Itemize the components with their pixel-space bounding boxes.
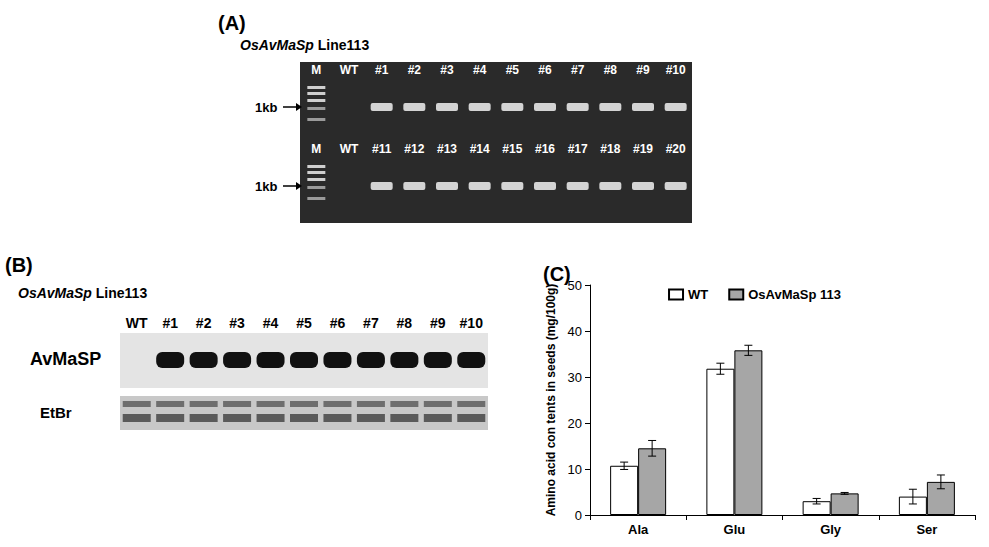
svg-text:#6: #6: [538, 63, 552, 77]
svg-text:(B): (B): [5, 254, 33, 276]
svg-text:Amino acid con tents in seeds: Amino acid con tents in seeds (mg/100g): [544, 284, 558, 517]
svg-text:10: 10: [568, 462, 582, 477]
svg-text:M: M: [311, 142, 321, 156]
svg-text:#1: #1: [162, 315, 178, 331]
svg-text:#18: #18: [600, 142, 620, 156]
svg-text:#16: #16: [535, 142, 555, 156]
svg-text:#17: #17: [568, 142, 588, 156]
svg-text:(C): (C): [543, 263, 571, 285]
svg-text:#2: #2: [408, 63, 422, 77]
svg-text:#8: #8: [397, 315, 413, 331]
svg-text:#3: #3: [440, 63, 454, 77]
svg-text:WT: WT: [126, 315, 148, 331]
svg-text:Ser: Ser: [916, 522, 937, 537]
svg-text:OsAvMaSp Line113: OsAvMaSp Line113: [18, 285, 147, 301]
svg-text:40: 40: [568, 324, 582, 339]
svg-text:#3: #3: [229, 315, 245, 331]
svg-text:Glu: Glu: [724, 522, 746, 537]
svg-text:WT: WT: [340, 142, 359, 156]
svg-text:#11: #11: [372, 142, 392, 156]
svg-text:#9: #9: [430, 315, 446, 331]
svg-text:Gly: Gly: [820, 522, 842, 537]
svg-text:#2: #2: [196, 315, 212, 331]
svg-text:#19: #19: [633, 142, 653, 156]
svg-text:#5: #5: [296, 315, 312, 331]
svg-text:#9: #9: [636, 63, 650, 77]
svg-text:EtBr: EtBr: [40, 404, 72, 421]
svg-text:#4: #4: [263, 315, 279, 331]
svg-text:#6: #6: [330, 315, 346, 331]
svg-text:M: M: [311, 63, 321, 77]
svg-text:#12: #12: [404, 142, 424, 156]
svg-text:OsAvMaSp Line113: OsAvMaSp Line113: [240, 37, 369, 53]
svg-text:20: 20: [568, 416, 582, 431]
svg-text:#4: #4: [473, 63, 487, 77]
svg-text:#1: #1: [375, 63, 389, 77]
svg-text:AvMaSP: AvMaSP: [30, 349, 101, 369]
svg-text:50: 50: [567, 277, 582, 293]
svg-text:#10: #10: [460, 315, 484, 331]
svg-text:#20: #20: [666, 142, 686, 156]
svg-text:WT: WT: [340, 63, 359, 77]
svg-text:#10: #10: [666, 63, 686, 77]
svg-text:30: 30: [568, 370, 582, 385]
svg-text:0: 0: [575, 508, 582, 523]
svg-text:1kb: 1kb: [255, 100, 277, 115]
svg-text:#8: #8: [604, 63, 618, 77]
svg-text:(A): (A): [218, 12, 246, 34]
svg-text:1kb: 1kb: [255, 179, 277, 194]
svg-text:#5: #5: [506, 63, 520, 77]
svg-text:#7: #7: [363, 315, 379, 331]
svg-text:WT: WT: [688, 287, 708, 302]
svg-text:#14: #14: [470, 142, 490, 156]
svg-text:#7: #7: [571, 63, 585, 77]
svg-text:#15: #15: [502, 142, 522, 156]
svg-text:#13: #13: [437, 142, 457, 156]
svg-text:OsAvMaSp 113: OsAvMaSp 113: [748, 287, 841, 302]
svg-text:Ala: Ala: [628, 522, 649, 537]
